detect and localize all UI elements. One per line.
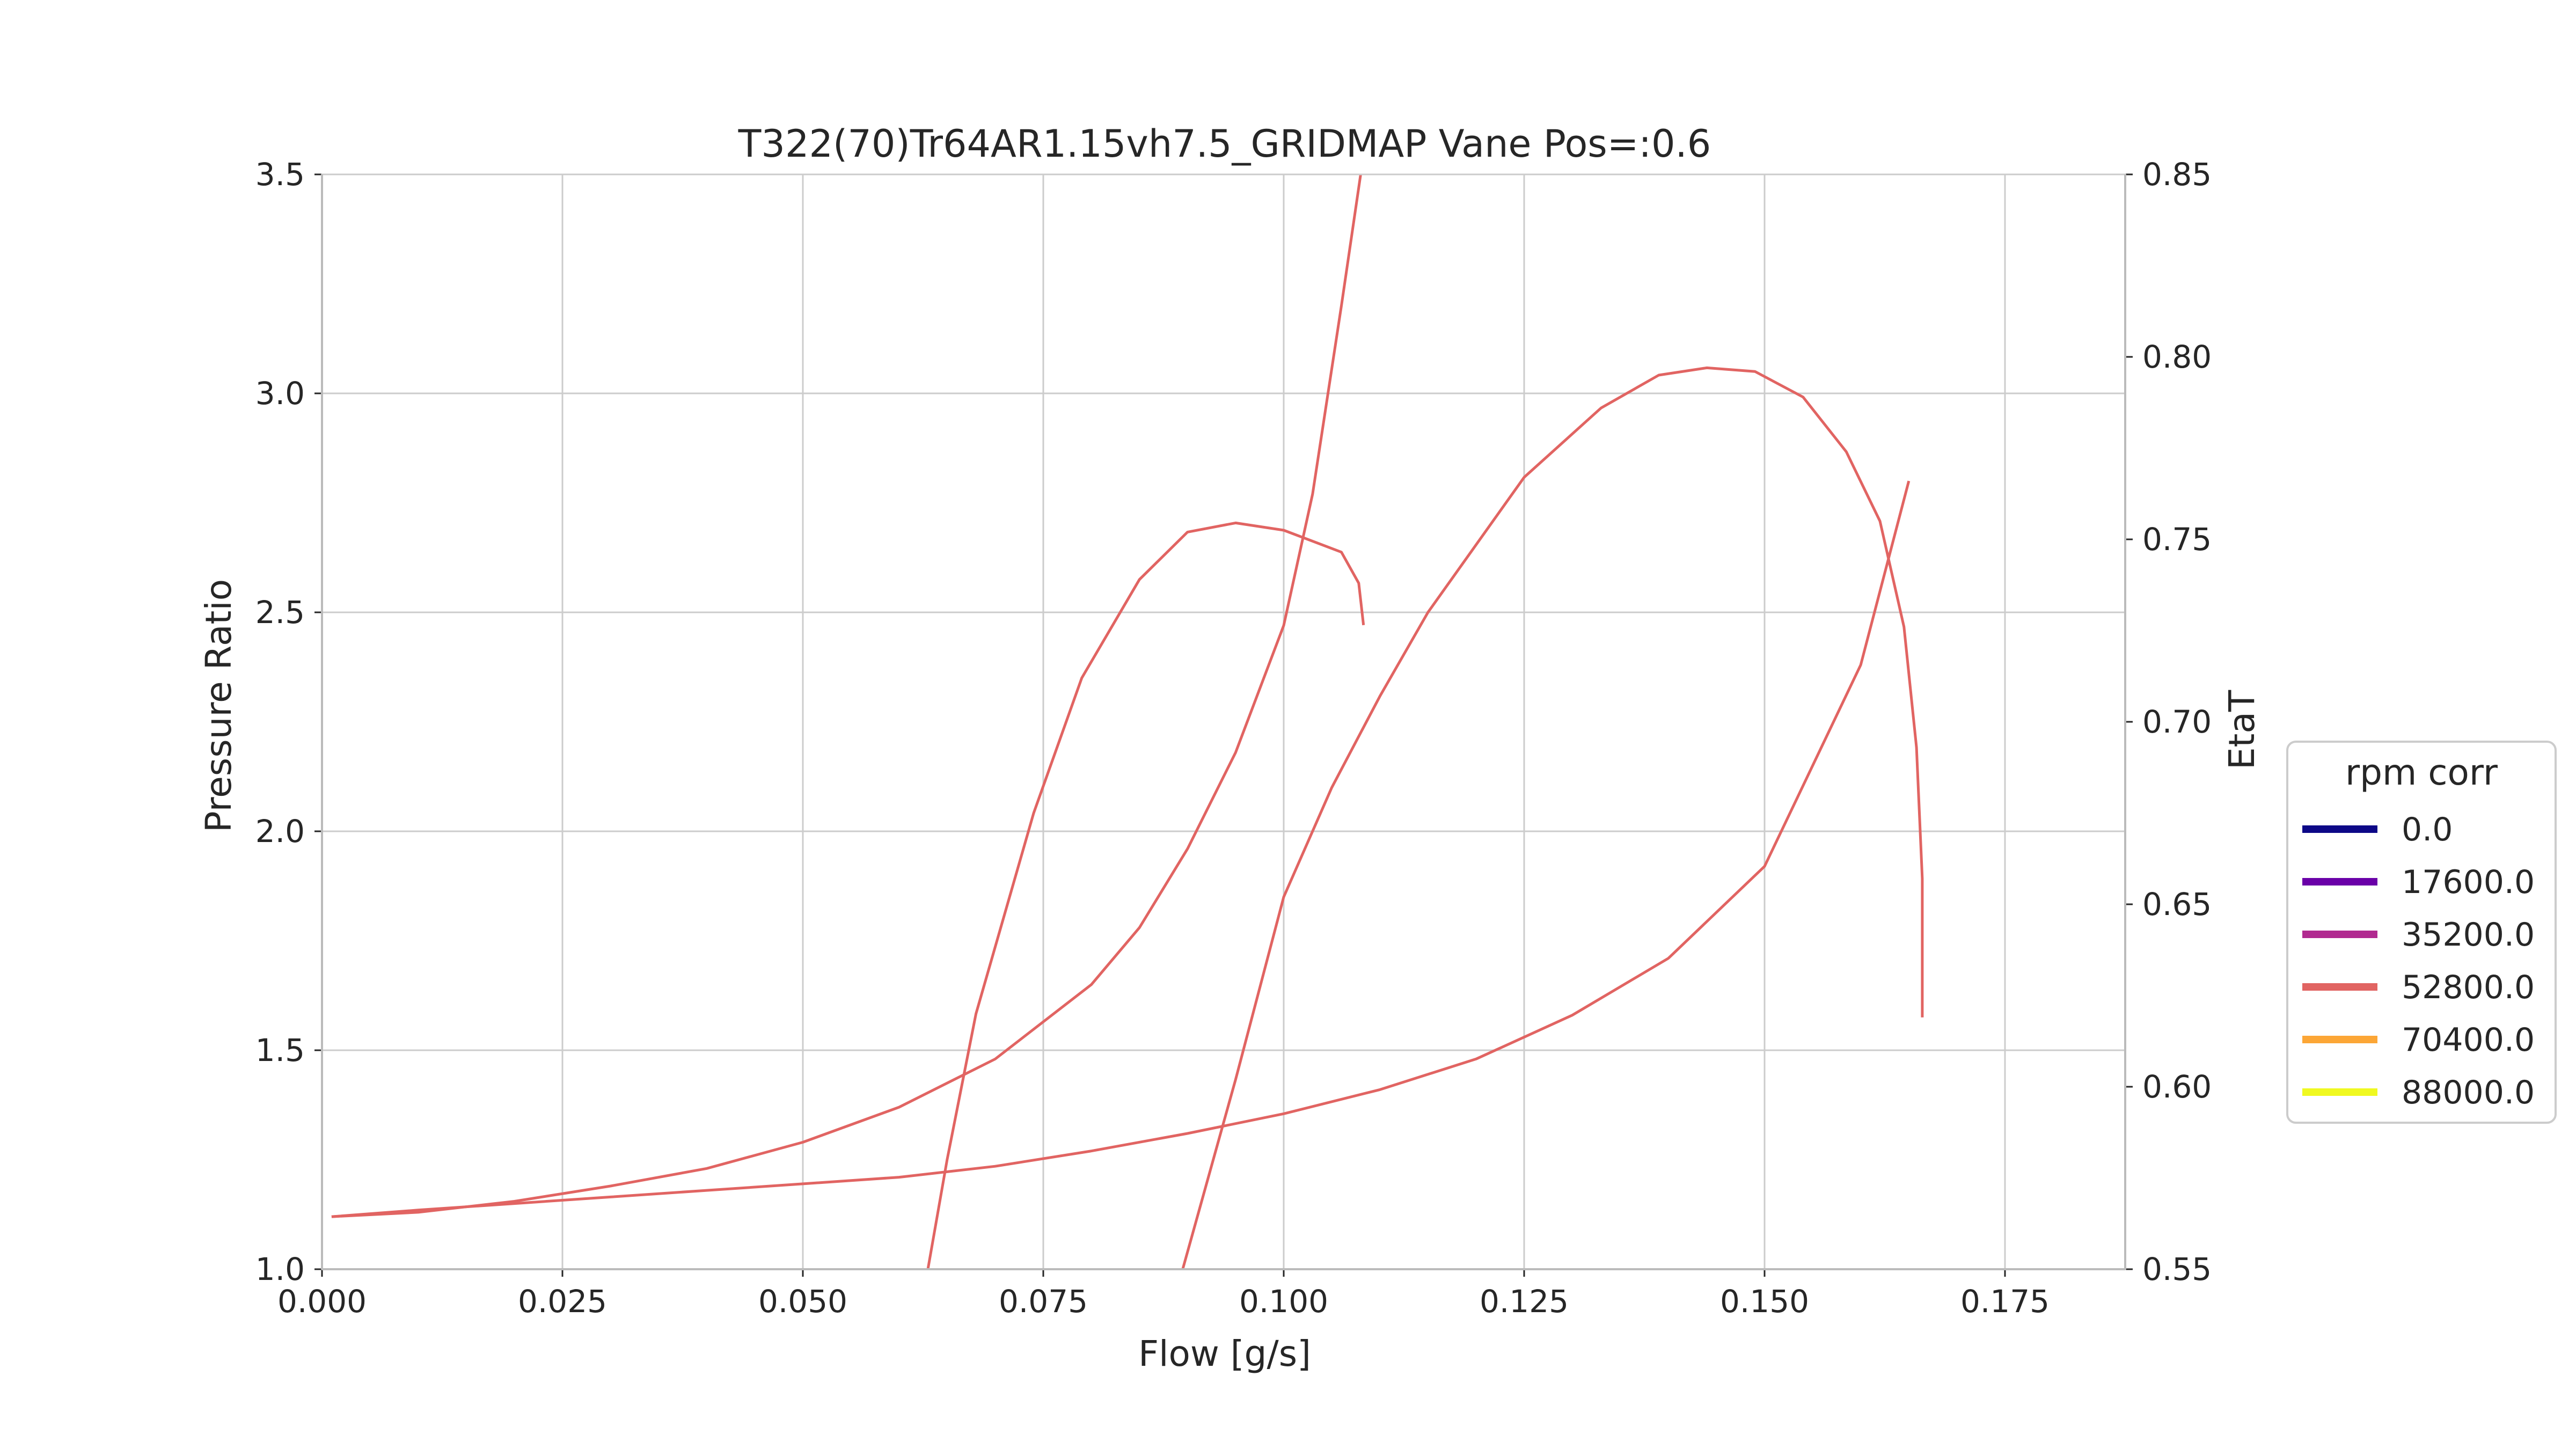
x-tick-label: 0.025: [518, 1283, 607, 1320]
y2-tick-label: 0.70: [2142, 704, 2212, 740]
legend-label: 35200.0: [2402, 916, 2535, 954]
chart-title: T322(70)Tr64AR1.15vh7.5_GRIDMAP Vane Pos…: [738, 122, 1711, 166]
legend-label: 17600.0: [2402, 863, 2535, 901]
y-tick-label: 2.5: [255, 594, 305, 631]
x-tick-label: 0.000: [277, 1283, 367, 1320]
grid-lines: [321, 173, 2125, 1270]
x-tick-label: 0.050: [758, 1283, 847, 1320]
y-tick-label: 2.0: [255, 813, 305, 850]
y-tick-label: 3.0: [255, 375, 305, 412]
x-tick-label: 0.075: [999, 1283, 1088, 1320]
tick-labels: 0.000 0.025 0.050 0.075 0.100 0.125 0.150 0.175…: [255, 156, 2212, 1320]
x-tick-label: 0.100: [1239, 1283, 1328, 1320]
x-tick-label: 0.150: [1720, 1283, 1809, 1320]
x-tick-label: 0.125: [1480, 1283, 1569, 1320]
pressure-ratio-line-0: [331, 480, 1911, 1218]
efficiency-line-3: [1181, 366, 1924, 1270]
x-axis-label: Flow [g/s]: [1138, 1333, 1311, 1374]
legend-label: 88000.0: [2402, 1074, 2535, 1111]
legend: rpm corr 0.0 17600.0 35200.0 52800.0 70400.0…: [2286, 741, 2557, 1124]
pressure-ratio-line-1: [331, 174, 1362, 1218]
axes-frame: [314, 173, 2133, 1277]
x-tick-label: 0.175: [1960, 1283, 2050, 1320]
y2-axis-label: EtaT: [2221, 690, 2263, 770]
y2-tick-label: 0.65: [2142, 886, 2212, 923]
plot-frame: [321, 173, 2126, 1270]
y2-tick-label: 0.60: [2142, 1069, 2212, 1105]
legend-label: 0.0: [2402, 811, 2453, 848]
y2-tick-label: 0.55: [2142, 1251, 2212, 1287]
y2-tick-label: 0.80: [2142, 339, 2212, 375]
y-tick-label: 3.5: [255, 156, 305, 193]
y2-tick-label: 0.75: [2142, 521, 2212, 558]
series-lines: [331, 174, 1924, 1270]
efficiency-line-2: [926, 521, 1365, 1270]
y-tick-label: 1.5: [255, 1032, 305, 1069]
legend-box: [2286, 741, 2557, 1124]
y2-tick-label: 0.85: [2142, 156, 2212, 193]
legend-title: rpm corr: [2345, 752, 2498, 793]
y-tick-label: 1.0: [255, 1251, 305, 1287]
legend-label: 52800.0: [2402, 969, 2535, 1006]
y-axis-label: Pressure Ratio: [198, 579, 239, 832]
legend-entries: 0.0 17600.0 35200.0 52800.0 70400.0 88000.0: [2302, 811, 2535, 1111]
legend-label: 70400.0: [2402, 1021, 2535, 1059]
